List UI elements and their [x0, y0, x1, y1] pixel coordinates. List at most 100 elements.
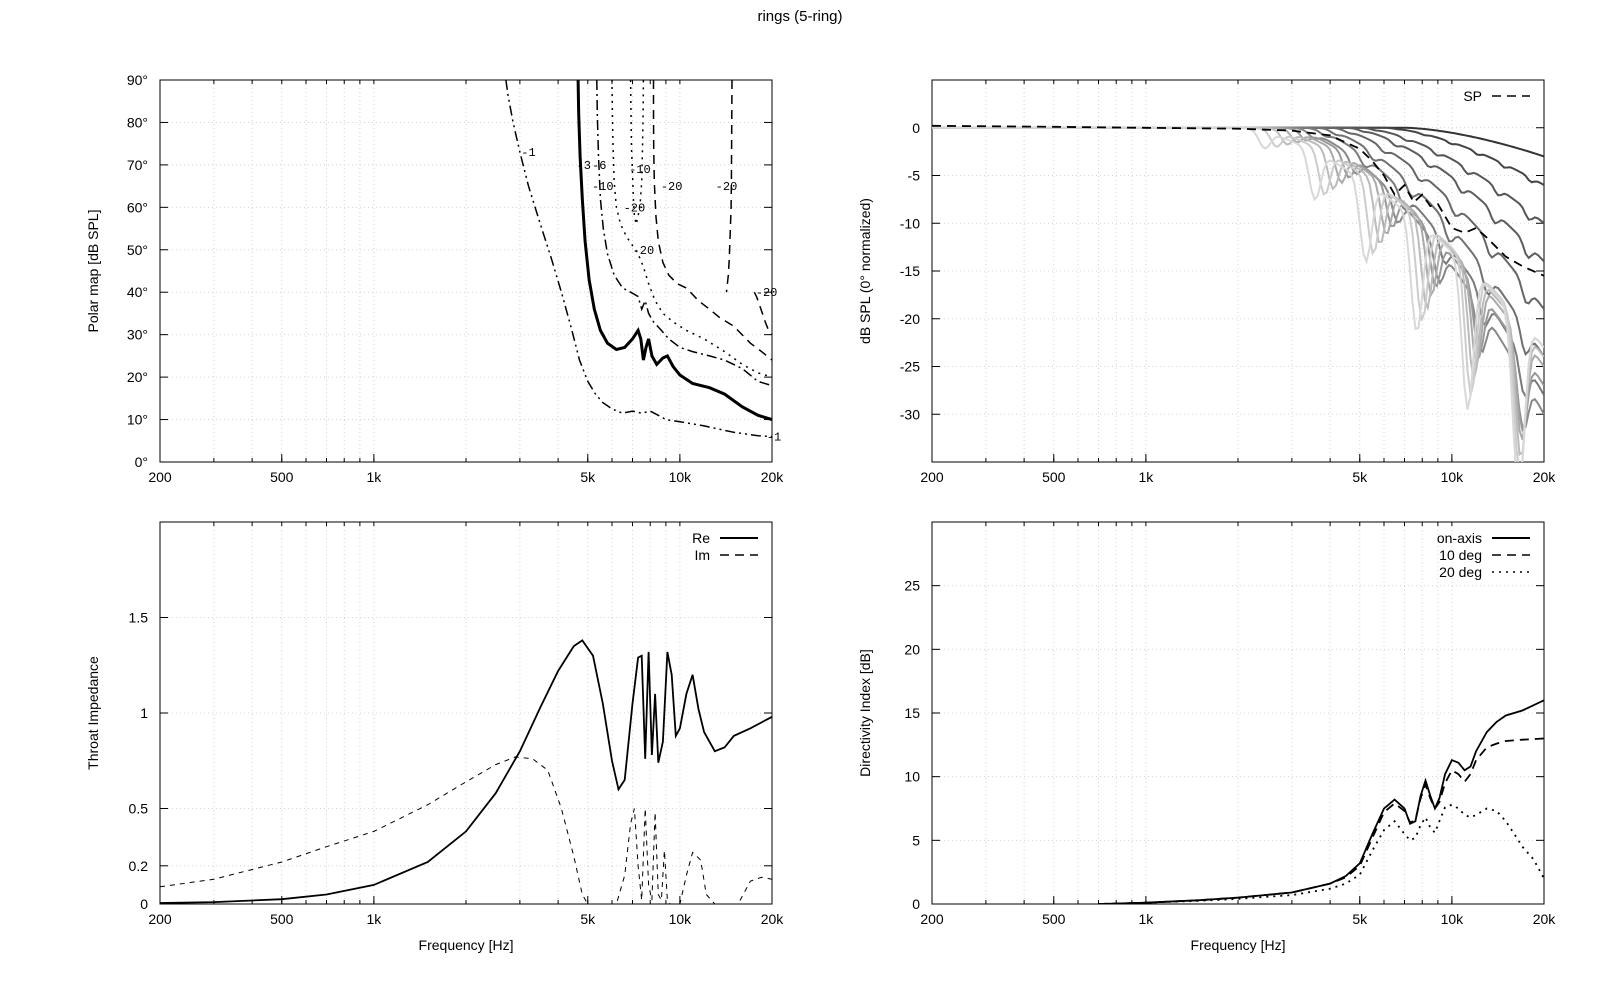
- imp-legend-label: Im: [694, 547, 710, 563]
- polar-y-tick-label: 20°: [127, 369, 148, 385]
- polar-contour-line: [576, 80, 772, 422]
- polar-contour-label: -20: [756, 286, 778, 300]
- spl-x-tick-label: 10k: [1441, 469, 1465, 485]
- spl-y-tick-label: -30: [900, 406, 920, 422]
- imp-series-im: [160, 756, 772, 904]
- spl-angle-curve: [932, 126, 1544, 432]
- imp-series-re: [160, 639, 772, 904]
- spl-angle-curve: [932, 126, 1544, 310]
- polar-x-tick-label: 10k: [669, 469, 693, 485]
- di-x-tick-label: 5k: [1352, 911, 1368, 927]
- spl-series-sp: [932, 124, 1544, 277]
- imp-y-axis-label: Throat Impedance: [85, 656, 101, 770]
- polar-axes: 200 500 1k 5k 10k 20k 0° 10° 20° 30° 40° 50° 60° 70° 8…: [85, 72, 784, 485]
- polar-y-tick-label: 80°: [127, 114, 148, 130]
- polar-y-tick-label: 70°: [127, 157, 148, 173]
- di-x-tick-label: 1k: [1138, 911, 1154, 927]
- polar-contour-label: -20: [716, 180, 738, 194]
- polar-y-tick-label: 90°: [127, 72, 148, 88]
- di-y-tick-label: 10: [904, 769, 920, 785]
- di-curves: [1098, 699, 1544, 904]
- imp-x-tick-label: 10k: [669, 911, 693, 927]
- polar-y-tick-label: 50°: [127, 242, 148, 258]
- polar-contour-line: [596, 80, 772, 387]
- polar-y-tick-label: 0°: [135, 454, 148, 470]
- imp-y-tick-label: 0.2: [129, 858, 149, 874]
- di-x-tick-label: 10k: [1441, 911, 1465, 927]
- polar-x-tick-label: 5k: [580, 469, 596, 485]
- spl-y-axis-label: dB SPL (0° normalized): [857, 198, 873, 344]
- spl-x-tick-label: 500: [1042, 469, 1066, 485]
- imp-x-tick-label: 20k: [761, 911, 785, 927]
- polar-contour-line: [611, 80, 772, 378]
- spl-y-tick-label: -15: [900, 263, 920, 279]
- polar-x-tick-label: 500: [270, 469, 294, 485]
- spl-angle-curve: [932, 126, 1544, 462]
- di-x-tick-label: 500: [1042, 911, 1066, 927]
- di-legend-label: 10 deg: [1439, 547, 1482, 563]
- imp-y-tick-label: 0.5: [129, 801, 149, 817]
- spl-legend-label: SP: [1463, 88, 1482, 104]
- di-series-10-deg: [1098, 737, 1544, 904]
- imp-legend-label: Re: [692, 530, 710, 546]
- imp-x-tick-label: 5k: [580, 911, 596, 927]
- polar-y-tick-label: 60°: [127, 199, 148, 215]
- polar-y-tick-label: 30°: [127, 327, 148, 343]
- polar-x-tick-label: 1k: [366, 469, 382, 485]
- spl-y-tick-label: -20: [900, 311, 920, 327]
- di-legend-label: 20 deg: [1439, 564, 1482, 580]
- polar-contour-label: -20: [633, 244, 655, 258]
- di-x-axis-label: Frequency [Hz]: [1191, 937, 1286, 953]
- polar-contour-label: -1: [767, 431, 781, 445]
- di-y-tick-label: 0: [912, 896, 920, 912]
- di-x-tick-label: 200: [920, 911, 944, 927]
- di-y-axis-label: Directivity Index [dB]: [857, 649, 873, 777]
- di-legend-label: on-axis: [1437, 530, 1482, 546]
- imp-y-tick-label: 1: [140, 705, 148, 721]
- spl-x-tick-label: 20k: [1533, 469, 1557, 485]
- di-y-tick-label: 25: [904, 578, 920, 594]
- imp-x-tick-label: 500: [270, 911, 294, 927]
- spl-y-tick-label: -25: [900, 359, 920, 375]
- imp-axes: 200 500 1k 5k 10k 20k 0 0.2 0.5 1 1.5 Throat Impeda…: [85, 521, 785, 953]
- imp-y-tick-label: 0: [140, 896, 148, 912]
- polar-contours: [505, 80, 772, 438]
- spl-y-tick-label: 0: [912, 120, 920, 136]
- spl-angle-curve: [932, 126, 1544, 358]
- polar-contour-line: [652, 80, 772, 361]
- spl-x-tick-label: 5k: [1352, 469, 1368, 485]
- di-axes: 200 500 1k 5k 10k 20k 0 5 10 15 20 25 Directivity In…: [857, 521, 1557, 953]
- imp-x-tick-label: 1k: [366, 911, 382, 927]
- polar-contour-label: -10: [592, 180, 614, 194]
- imp-y-tick-label: 1.5: [129, 610, 149, 626]
- polar-contour-label: -20: [661, 180, 683, 194]
- polar-contour-label: -20: [624, 201, 646, 215]
- polar-y-tick-label: 10°: [127, 412, 148, 428]
- polar-contour-label: -6: [592, 159, 606, 173]
- spl-x-tick-label: 200: [920, 469, 944, 485]
- polar-x-tick-label: 20k: [761, 469, 785, 485]
- spl-x-tick-label: 1k: [1138, 469, 1154, 485]
- polar-contour-label: -1: [521, 146, 535, 160]
- di-y-tick-label: 15: [904, 705, 920, 721]
- di-y-tick-label: 5: [912, 832, 920, 848]
- polar-y-tick-label: 40°: [127, 284, 148, 300]
- di-x-tick-label: 20k: [1533, 911, 1557, 927]
- polar-contour-line: [505, 80, 772, 438]
- spl-axes: 200 500 1k 5k 10k 20k 0 -5 -10 -15 -20 -25 -30 dB SPL…: [857, 79, 1557, 485]
- spl-curves: [932, 124, 1544, 462]
- di-series-20-deg: [1098, 803, 1544, 904]
- di-y-tick-label: 20: [904, 641, 920, 657]
- di-series-on-axis: [1098, 699, 1544, 904]
- spl-y-tick-label: -10: [900, 215, 920, 231]
- polar-x-tick-label: 200: [148, 469, 172, 485]
- spl-legend: SP: [1463, 88, 1530, 104]
- page-title: rings (5-ring): [757, 8, 843, 25]
- polar-contour-label: -3: [577, 159, 591, 173]
- imp-curves: [160, 639, 772, 904]
- imp-x-tick-label: 200: [148, 911, 172, 927]
- spl-y-tick-label: -5: [908, 168, 921, 184]
